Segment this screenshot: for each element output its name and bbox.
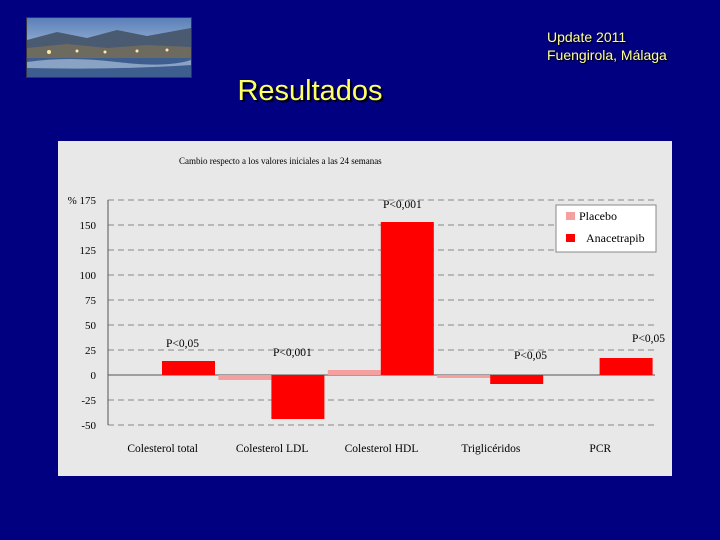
legend-swatch [566,234,575,242]
update-line-2: Fuengirola, Málaga [547,47,667,63]
y-tick-label: 75 [85,295,97,307]
x-tick-label: Triglicéridos [461,443,521,455]
bar-placebo [218,375,272,380]
annotations: P<0,05 P<0,001 P<0,001 P<0,05 P<0,05 [166,199,665,362]
p-value-annotation: P<0,001 [273,347,312,359]
header-update: Update 2011 Fuengirola, Málaga [547,28,667,64]
legend-label: Placebo [579,209,617,223]
p-value-annotation: P<0,05 [514,350,547,362]
y-tick-label: 150 [80,220,97,232]
bar-anacetrapib [599,358,653,375]
y-tick-label: 25 [85,345,97,357]
page-title: Resultados [237,75,383,107]
y-tick-label: -50 [81,420,96,432]
bar-anacetrapib [380,222,434,375]
legend-label: Anacetrapib [586,231,645,245]
bar-anacetrapib [162,361,215,375]
y-axis: -50 -25 0 25 50 75 100 125 150 % 175 [68,195,109,432]
bars [162,222,653,419]
bar-placebo [437,375,491,378]
y-tick-label: % 175 [68,195,97,207]
bar-placebo [327,370,381,375]
update-line-1: Update 2011 [547,29,627,45]
chart-panel: Cambio respecto a los valores iniciales … [58,141,672,476]
legend-swatch [566,212,575,220]
x-tick-label: Colesterol HDL [345,443,419,455]
chart-title: Cambio respecto a los valores iniciales … [179,156,382,166]
y-tick-label: -25 [81,395,96,407]
y-tick-label: 0 [91,370,97,382]
p-value-annotation: P<0,05 [166,338,199,350]
legend: Placebo Anacetrapib [555,204,657,253]
bar-anacetrapib [271,375,325,419]
p-value-annotation: P<0,001 [383,199,422,211]
x-tick-label: PCR [589,443,611,455]
p-value-annotation: P<0,05 [632,333,665,345]
x-tick-label: Colesterol LDL [236,443,309,455]
beach-photo [26,17,192,78]
x-tick-label: Colesterol total [127,443,198,455]
y-tick-label: 125 [80,245,97,257]
bar-chart: Cambio respecto a los valores iniciales … [68,156,666,455]
x-axis-labels: Colesterol total Colesterol LDL Colesterol… [127,443,611,455]
y-tick-label: 50 [85,320,97,332]
y-tick-label: 100 [80,270,97,282]
bar-anacetrapib [490,375,544,384]
